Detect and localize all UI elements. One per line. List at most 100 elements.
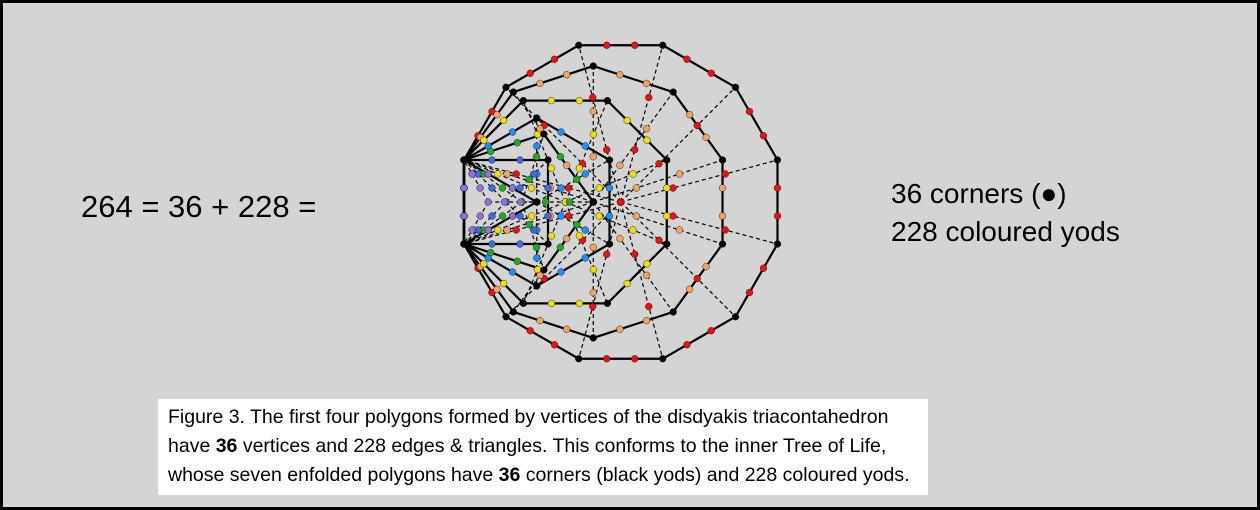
coloured-yod — [759, 132, 768, 140]
corner-yod — [544, 156, 552, 164]
corner-yod — [589, 62, 597, 70]
coloured-yod — [503, 170, 511, 178]
corner-yod — [575, 355, 583, 363]
coloured-yod — [631, 41, 639, 49]
coloured-yod — [616, 235, 624, 243]
coloured-yod — [487, 147, 495, 155]
coloured-yod — [702, 263, 710, 271]
coloured-yod — [557, 184, 565, 192]
coloured-yod — [547, 164, 555, 172]
radius — [620, 45, 664, 203]
corner-yod — [659, 355, 667, 363]
coloured-yod — [623, 279, 631, 288]
coloured-yod — [707, 69, 715, 77]
polygon-diagram — [460, 41, 782, 363]
coloured-yod — [532, 153, 541, 161]
caption-line: have 36 vertices and 228 edges & triangl… — [168, 432, 928, 461]
radius — [505, 86, 622, 203]
coloured-yod — [480, 260, 488, 268]
radius — [522, 100, 566, 203]
coloured-yod — [575, 299, 583, 307]
coloured-yod — [563, 161, 571, 169]
coloured-yod — [533, 142, 541, 150]
coloured-yod — [675, 170, 684, 178]
coloured-yod — [526, 69, 534, 77]
corner-yod — [773, 156, 782, 164]
corner-yod — [502, 83, 510, 91]
coloured-yod — [484, 226, 492, 234]
radius — [463, 201, 489, 245]
coloured-yod — [669, 184, 677, 192]
coloured-yod — [693, 274, 701, 283]
coloured-yod — [631, 250, 639, 258]
legend: 36 corners (●) 228 coloured yods — [891, 175, 1120, 251]
radius — [463, 159, 523, 203]
polygon-edge — [462, 158, 539, 246]
coloured-yod — [589, 107, 597, 115]
corner-yod — [509, 308, 517, 316]
coloured-yod — [575, 97, 583, 105]
bold-text: 36 — [215, 435, 238, 457]
coloured-yod — [500, 198, 509, 206]
radius — [463, 159, 621, 203]
radius — [463, 159, 594, 203]
coloured-yod — [512, 226, 520, 234]
corner-yod — [575, 41, 583, 49]
coloured-yod — [663, 184, 671, 192]
radius — [463, 159, 566, 203]
coloured-yod — [508, 268, 517, 276]
coloured-yod — [773, 184, 782, 192]
corner-yod — [669, 88, 677, 96]
radius — [620, 86, 736, 203]
corner-yod — [533, 114, 541, 122]
coloured-yod — [536, 317, 544, 325]
coloured-yod — [686, 285, 694, 293]
legend-line: 36 corners (●) — [891, 178, 1067, 209]
coloured-yod — [547, 232, 555, 240]
corner-yod — [544, 240, 552, 248]
coloured-yod — [533, 265, 541, 274]
corner-yod — [502, 313, 510, 321]
corner-yod — [533, 282, 541, 290]
coloured-yod — [693, 121, 701, 130]
coloured-yod — [683, 341, 691, 349]
corner-yod — [540, 266, 548, 274]
radius — [463, 201, 523, 245]
coloured-yod — [476, 212, 484, 220]
coloured-yod — [575, 164, 583, 172]
coloured-yod — [503, 226, 511, 234]
coloured-yod — [542, 198, 550, 206]
coloured-yod — [581, 226, 589, 234]
coloured-yod — [468, 226, 476, 234]
coloured-yod — [683, 55, 691, 63]
coloured-yod — [603, 41, 611, 49]
coloured-yod — [595, 184, 603, 192]
coloured-yod — [595, 212, 603, 220]
coloured-yod — [526, 327, 534, 335]
coloured-yod — [536, 79, 544, 87]
coloured-yod — [499, 279, 508, 288]
coloured-yod — [573, 175, 581, 183]
coloured-yod — [589, 265, 597, 274]
coloured-yod — [632, 212, 640, 220]
coloured-yod — [557, 268, 565, 276]
corner-yod — [773, 240, 782, 248]
coloured-yod — [525, 175, 533, 183]
coloured-yod — [623, 116, 631, 125]
coloured-yod — [460, 184, 468, 192]
corner-yod — [460, 240, 468, 248]
radius — [521, 201, 545, 271]
text: corners (black yods) and 228 coloured yo… — [520, 464, 910, 486]
corner-yod — [718, 240, 727, 248]
coloured-yod — [718, 212, 727, 220]
coloured-yod — [544, 212, 552, 220]
text: vertices and 228 edges & triangles. This… — [237, 435, 887, 457]
coloured-yod — [516, 240, 524, 248]
coloured-yod — [616, 161, 624, 169]
coloured-yod — [603, 146, 611, 154]
coloured-yod — [516, 212, 524, 220]
coloured-yod — [707, 327, 715, 335]
radius — [592, 201, 674, 313]
coloured-yod — [563, 235, 571, 243]
corner-yod — [519, 97, 527, 105]
